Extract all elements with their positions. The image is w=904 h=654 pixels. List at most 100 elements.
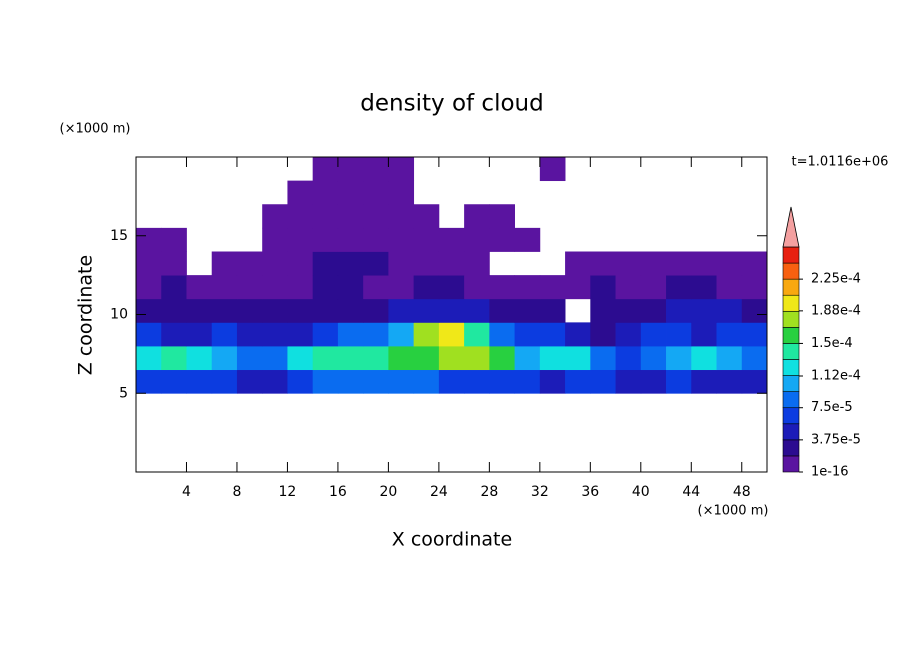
x-tick-label: 32 <box>531 484 549 500</box>
field-cell <box>337 275 364 300</box>
field-cell <box>312 275 339 300</box>
field-cell <box>539 275 566 300</box>
field-cell <box>211 346 238 371</box>
field-cell <box>136 369 162 394</box>
field-cell <box>716 298 743 323</box>
x-tick-label: 24 <box>430 484 448 500</box>
field-cell <box>287 204 314 229</box>
field-cell <box>514 369 541 394</box>
field-cell <box>312 298 339 323</box>
colorbar-box <box>782 391 800 409</box>
field-cell <box>438 346 465 371</box>
field-cell <box>666 298 692 323</box>
field-cell <box>388 204 415 229</box>
field-cell <box>565 251 591 276</box>
field-cell <box>363 204 389 229</box>
field-cell <box>741 275 768 300</box>
colorbar-box <box>782 294 800 312</box>
field-cell <box>337 322 364 347</box>
field-cell <box>161 369 187 394</box>
field-cell <box>388 346 415 371</box>
field-cell <box>262 275 288 300</box>
x-tick-label: 40 <box>632 484 650 500</box>
field-cell <box>363 275 389 300</box>
field-cell <box>312 369 339 394</box>
field-cell <box>640 275 667 300</box>
field-cell <box>489 346 515 371</box>
field-cell <box>363 227 389 252</box>
field-cell <box>363 322 389 347</box>
field-cell <box>438 251 465 276</box>
colorbar-extension <box>782 206 800 248</box>
field-cell <box>691 251 717 276</box>
field-cell <box>590 322 616 347</box>
field-cell <box>413 227 440 252</box>
field-cell <box>464 346 490 371</box>
field-cell <box>640 322 667 347</box>
field-cell <box>388 227 415 252</box>
field-cell <box>136 251 162 276</box>
field-cell <box>590 346 616 371</box>
colorbar-tick-label: 1.5e-4 <box>811 336 853 351</box>
y-tick-label: 10 <box>110 307 128 323</box>
field-cell <box>337 227 364 252</box>
field-cell <box>514 298 541 323</box>
field-cell <box>161 346 187 371</box>
colorbar-box <box>782 359 800 376</box>
field-cell <box>312 180 339 205</box>
field-cell <box>640 298 667 323</box>
field-cell <box>211 275 238 300</box>
field-cell <box>716 369 743 394</box>
time-label: t=1.0116e+06 <box>792 155 889 170</box>
field-cell <box>388 275 415 300</box>
field-cell <box>741 251 768 276</box>
field-cell <box>363 346 389 371</box>
field-cell <box>236 298 263 323</box>
field-cell <box>236 275 263 300</box>
field-cell <box>615 275 642 300</box>
field-cell <box>741 322 768 347</box>
colorbar-box <box>782 455 800 473</box>
field-cell <box>262 322 288 347</box>
field-cell <box>337 180 364 205</box>
x-tick-label: 4 <box>182 484 191 500</box>
field-cell <box>539 157 566 182</box>
x-tick-label: 36 <box>581 484 599 500</box>
field-cell <box>186 346 213 371</box>
field-cell <box>161 322 187 347</box>
field-cell <box>741 298 768 323</box>
field-cell <box>514 322 541 347</box>
field-cell <box>438 227 465 252</box>
field-cell <box>590 298 616 323</box>
colorbar-tick-label: 7.5e-5 <box>811 400 853 415</box>
field-cell <box>262 204 288 229</box>
field-cell <box>615 298 642 323</box>
field-cell <box>337 251 364 276</box>
field-cell <box>236 346 263 371</box>
field-cell <box>691 298 717 323</box>
field-cell <box>514 275 541 300</box>
field-cell <box>161 298 187 323</box>
field-cell <box>312 157 339 182</box>
x-tick-label: 8 <box>232 484 241 500</box>
y-tick-label: 15 <box>110 228 128 244</box>
field-cell <box>716 322 743 347</box>
field-cell <box>464 227 490 252</box>
field-cell <box>337 346 364 371</box>
field-cell <box>287 369 314 394</box>
field-cell <box>615 251 642 276</box>
field-cell <box>363 180 389 205</box>
field-cell <box>666 251 692 276</box>
field-cell <box>186 369 213 394</box>
field-cell <box>262 298 288 323</box>
field-cell <box>161 251 187 276</box>
field-cell <box>262 227 288 252</box>
field-cell <box>741 369 768 394</box>
x-axis-label: X coordinate <box>392 529 512 551</box>
field-cell <box>489 275 515 300</box>
colorbar-tick-label: 1e-16 <box>811 465 849 480</box>
field-cell <box>741 346 768 371</box>
x-unit: (×1000 m) <box>698 504 769 519</box>
x-tick-label: 28 <box>480 484 498 500</box>
